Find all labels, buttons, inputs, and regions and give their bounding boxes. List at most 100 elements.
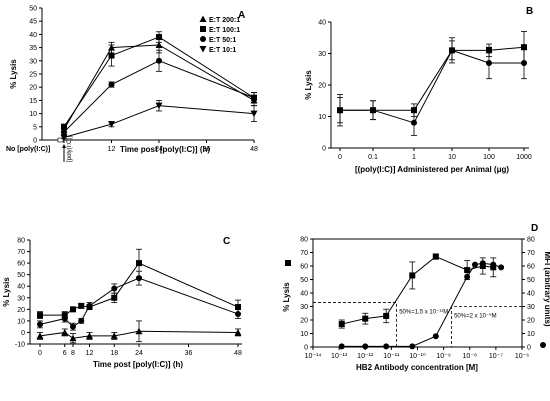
panel-b-series-1-point [521,59,527,66]
panel-a-y-tick-label: 30 [29,58,37,65]
panel-d-right-y-tick-label: 80 [527,237,535,244]
panel-a-series-1-point [156,34,162,41]
panel-b-x-tick-label: 100 [483,154,495,161]
panel-label-d: D [531,223,538,234]
panel-d-y-tick-label: 20 [300,318,308,325]
panel-d-series-0-point [464,267,471,274]
panel-c-x-tick-label: 0 [38,350,42,357]
panel-a-series-1-line [63,36,255,128]
panel-a-legend-label: E:T 50:1 [209,37,236,44]
panel-c-series-1-point [111,285,118,292]
panel-b-series-1-point [370,107,376,114]
panel-d-series-0-point [409,272,416,279]
panel-c-series-2-point [36,332,44,339]
panel-a-x-tick-label: 24 [155,146,163,153]
panel-d-x-tick-label: 10⁻¹² [357,353,374,360]
panel-d-x-tick-label: 10⁻¹⁰ [409,352,426,360]
panel-c-series-1-point [78,317,85,324]
panel-a-legend-marker [200,26,206,32]
panel-d-x-label: HB2 Antibody concentration [M] [356,363,478,372]
panel-d-series-1-point [471,261,478,268]
panel-c-y-tick-label: 60 [17,261,25,268]
panel-label-a: A [238,10,245,21]
panel-d-right-y-tick-label: 30 [527,304,535,311]
panel-c-series-0-point [136,260,142,267]
panel-d-right-y-tick-label: 60 [527,264,535,271]
panel-d-y-tick-label: 0 [304,345,308,352]
panel-a-x-label: Time post [poly(I:C)] (h) [120,145,210,154]
panel-a-series-1-point [108,52,115,59]
panel-b: 0 10 20 30 40 0 0.1 1 10 100 1000 [(poly(I:C)] Admi… [304,6,533,174]
panel-c-y-tick-label: 50 [17,272,25,279]
panel-d: 0 10 20 30 40 50 60 70 80 0 10 20 30 40 50 60 70 80 10⁻¹⁴ 1… [282,223,550,372]
panel-c-series-1-point [37,321,43,328]
panel-d-series-1-point [490,261,497,268]
panel-a-y-tick-label: 15 [29,98,37,105]
panel-c-series-0-point [111,294,118,301]
panel-c-series-2-point [110,332,118,339]
panel-a-series-3-point [155,102,163,110]
panel-c-series-2-point [69,334,77,342]
panel-b-series-1-point [486,59,492,66]
panel-d-series-1-point [432,333,439,340]
panel-d-series-1-point [362,343,369,350]
panel-d-x-tick-label: 10⁻⁷ [489,353,503,360]
panel-a-y-label: % Lysis [9,59,18,89]
panel-a-legend-marker [199,15,207,22]
panel-d-series-1-point [383,343,390,350]
panel-b-y-tick-label: 0 [322,146,326,153]
panel-b-series-1-point [449,47,455,54]
panel-c-series-1-point [86,302,93,309]
panel-b-y-tick-label: 10 [318,114,326,121]
panel-c-y-tick-label: 10 [17,318,25,325]
panel-c-x-tick-label: 12 [86,350,94,357]
panel-c-series-2-point [234,328,242,336]
panel-d-right-y-tick-label: 70 [527,250,535,257]
panel-a-series-3-point [60,134,68,141]
panel-b-series-1-point [337,107,343,114]
panel-c-y-tick-label: -10 [15,342,25,349]
panel-c-series-0-point [70,306,76,313]
panel-d-x-tick-label: 10⁻¹¹ [383,353,400,360]
panel-c-x-tick-label: 18 [110,350,118,357]
panel-a-series-2-point [108,81,115,88]
panel-d-series-0-point [383,312,390,319]
panel-c-series-2-point [135,327,143,335]
panel-a-series-3-point [250,110,258,118]
panel-d-series-1-point [338,343,345,350]
panel-d-right-y-tick-label: 50 [527,277,535,284]
panel-a-y-tick-label: 0 [33,138,37,145]
panel-d-y2-label-marker [540,342,546,348]
panel-a-series-2-line [63,60,255,133]
panel-c-series-2-point [61,328,69,336]
panel-c-y-label: % Lysis [2,277,11,307]
panel-c-series-1-point [235,310,241,317]
panel-a-y-tick-label: 40 [29,32,37,39]
panel-a-y-tick-label: 10 [29,111,37,118]
panel-a: 0 5 10 15 20 25 30 35 40 45 50 12 24 36 48 No [poly(I:C… [6,6,258,162]
panel-c: -10 0 10 20 30 40 50 60 70 80 0 6 8 12 18 24 36 48 Time po… [2,236,242,369]
panel-d-y-label: % Lysis [282,282,291,312]
panel-d-x-tick-label: 10⁻⁶ [515,353,529,360]
panel-label-c: C [223,236,230,247]
panel-a-x-tick-label: 12 [108,146,116,153]
panel-d-y-tick-label: 80 [300,237,308,244]
panel-d-y-label-marker [285,260,291,266]
panel-d-half-max-line-lysis [313,302,398,347]
panel-a-y-tick-label: 50 [29,6,37,13]
panel-c-y-tick-label: 40 [17,284,25,291]
panel-d-series-1-line [341,262,502,347]
panel-c-x-tick-label: 8 [71,350,75,357]
panel-b-x-label: [(poly(I:C)] Administered per Animal (μg… [355,165,509,174]
panel-d-y-tick-label: 60 [300,264,308,271]
panel-d-right-y-tick-label: 0 [527,345,531,352]
panel-b-y-tick-label: 40 [318,20,326,27]
panel-a-series-2-point [251,94,257,101]
panel-b-x-tick-label: 0.1 [368,154,378,161]
panel-d-right-y-tick-label: 40 [527,291,535,298]
panel-c-x-tick-label: 36 [185,350,193,357]
panel-d-series-1-point [464,273,471,280]
panel-a-x-tick-label: 36 [203,146,211,153]
panel-a-polyic-label: [poly(I:C)] [67,136,73,162]
